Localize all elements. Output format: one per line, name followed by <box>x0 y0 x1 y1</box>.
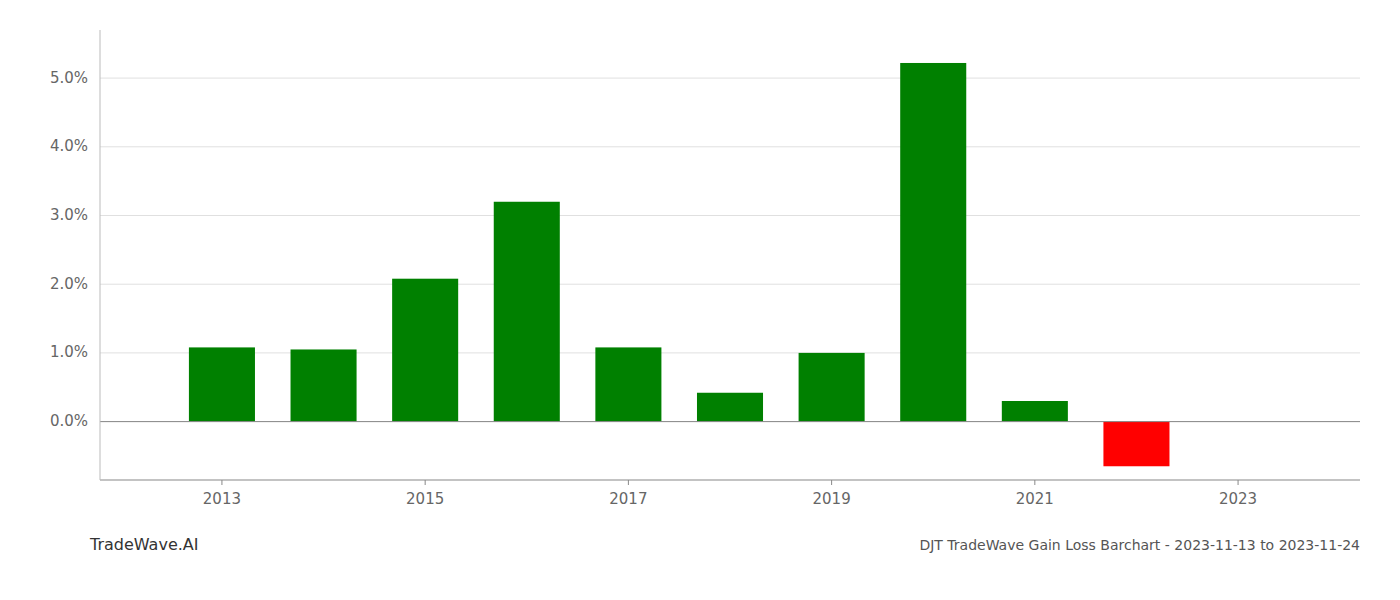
bar <box>799 353 865 422</box>
y-tick-label: 0.0% <box>50 412 88 430</box>
grid-line <box>100 352 1360 353</box>
chart: 0.0% 1.0% 2.0% 3.0% 4.0% 5.0% 2013 2015 2017 2019… <box>0 0 1400 600</box>
bar <box>1002 401 1068 422</box>
x-tick-label: 2015 <box>406 490 444 508</box>
y-grid <box>100 78 1360 422</box>
x-tick-label: 2017 <box>609 490 647 508</box>
bar <box>291 349 357 421</box>
watermark: TradeWave.AI <box>89 535 198 554</box>
x-tick-label: 2021 <box>1016 490 1054 508</box>
y-tick-label: 4.0% <box>50 137 88 155</box>
grid-line <box>100 78 1360 79</box>
y-tick-label: 2.0% <box>50 275 88 293</box>
x-tick <box>831 480 832 485</box>
zero-line <box>100 421 1360 422</box>
x-tick <box>221 480 222 485</box>
title: DJT TradeWave Gain Loss Barchart - 2023-… <box>919 537 1360 553</box>
x-tick <box>1238 480 1239 485</box>
bar <box>697 393 763 422</box>
bar <box>595 347 661 421</box>
grid-line <box>100 284 1360 285</box>
x-tick <box>1034 480 1035 485</box>
y-tick-label: 5.0% <box>50 69 88 87</box>
grid-line <box>100 421 1360 422</box>
x-axis-line <box>100 479 1360 480</box>
bar <box>900 63 966 422</box>
bar <box>494 202 560 422</box>
bar <box>392 279 458 422</box>
x-tick <box>425 480 426 485</box>
grid-line <box>100 146 1360 147</box>
bar <box>189 347 255 421</box>
y-tick-label: 1.0% <box>50 343 88 361</box>
grid-line <box>100 215 1360 216</box>
x-tick <box>628 480 629 485</box>
bars <box>189 63 1170 466</box>
bar <box>1103 422 1169 467</box>
y-tick-label: 3.0% <box>50 206 88 224</box>
y-axis-line <box>100 30 101 480</box>
x-tick-label: 2013 <box>203 490 241 508</box>
x-tick-label: 2023 <box>1219 490 1257 508</box>
x-tick-label: 2019 <box>813 490 851 508</box>
